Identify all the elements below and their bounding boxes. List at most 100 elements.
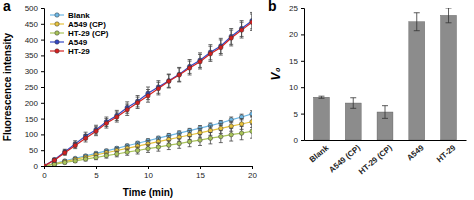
tick-mark: [41, 24, 44, 25]
error-cap: [208, 125, 212, 126]
point: [156, 86, 160, 90]
legend-marker: [55, 22, 59, 26]
tick-mark: [200, 166, 201, 169]
tick-label: 200: [25, 99, 39, 108]
legend-marker: [55, 40, 59, 44]
point: [115, 152, 119, 156]
tick: 200: [25, 99, 44, 108]
error-cap: [104, 128, 108, 129]
error-cap: [115, 156, 119, 157]
y-axis-title: V₀: [269, 67, 283, 80]
tick: 300: [25, 67, 44, 76]
point: [83, 136, 87, 140]
legend-item: HT-29 (CP): [50, 29, 109, 38]
error-bar: [167, 74, 171, 87]
tick-label: 50: [29, 146, 38, 155]
tick-mark: [252, 166, 253, 169]
legend-label: Blank: [68, 11, 90, 20]
error-cap: [250, 116, 252, 117]
error-cap: [198, 145, 202, 146]
y-axis-title: Fluorescence intensity: [2, 32, 13, 141]
tick-label: 5: [294, 110, 299, 119]
error-line: [353, 98, 354, 109]
tick: HT-29 (CP): [357, 140, 394, 176]
error-cap: [84, 132, 88, 133]
error-bar: [115, 151, 119, 157]
error-cap: [177, 68, 181, 69]
error-cap: [177, 138, 181, 139]
error-bar: [208, 133, 212, 144]
tick: 50: [29, 146, 44, 155]
series: [44, 116, 252, 166]
point: [229, 133, 233, 137]
point: [177, 72, 181, 76]
error-cap: [229, 45, 233, 46]
tick: 5: [294, 110, 304, 119]
tick: 500: [25, 4, 44, 13]
point: [135, 101, 139, 105]
legend: BlankA549 (CP)HT-29 (CP)A549HT-29: [50, 11, 109, 56]
panel-label: b: [268, 0, 277, 14]
error-cap: [219, 38, 223, 39]
error-bar: [104, 119, 108, 128]
tick-label: 400: [25, 36, 39, 45]
series-line: [44, 21, 252, 166]
axis-line: [45, 167, 253, 170]
error-bar: [177, 139, 181, 148]
axis-line: [301, 9, 305, 141]
tick-label: 350: [25, 51, 39, 60]
error-cap: [188, 146, 192, 147]
error-cap: [136, 108, 140, 109]
point: [177, 73, 181, 77]
tick-label: HT-29: [435, 143, 458, 164]
error-cap: [156, 151, 160, 152]
tick: 0: [294, 136, 304, 145]
point: [73, 159, 77, 163]
error-bar: [382, 106, 388, 119]
tick: 15: [289, 57, 304, 66]
tick-label: 10: [289, 83, 298, 92]
tick-mark: [41, 103, 44, 104]
point: [94, 129, 98, 133]
point: [44, 164, 46, 166]
point: [229, 118, 233, 122]
legend-item: Blank: [50, 11, 90, 20]
point: [219, 134, 223, 138]
error-cap: [446, 22, 452, 23]
tick-label: 250: [25, 83, 39, 92]
error-cap: [198, 54, 202, 55]
y-axis: 050100150200250300350400450500: [25, 4, 45, 171]
tick-label: 20: [248, 171, 257, 180]
series: [44, 111, 252, 166]
point: [250, 120, 252, 124]
tick-mark: [301, 114, 304, 115]
point: [135, 148, 139, 152]
tick: 100: [25, 130, 44, 139]
point: [125, 108, 129, 112]
legend-marker: [55, 13, 59, 17]
error-bar: [188, 137, 192, 147]
error-bar: [63, 150, 67, 155]
tick-mark: [41, 166, 44, 167]
point: [44, 164, 46, 166]
error-bar: [104, 117, 108, 126]
error-bar: [146, 145, 150, 153]
error-cap: [188, 136, 192, 137]
point: [63, 160, 67, 164]
point: [239, 115, 243, 119]
error-bar: [73, 159, 77, 162]
point: [187, 66, 191, 70]
error-cap: [104, 118, 108, 119]
error-bar: [84, 134, 88, 142]
error-cap: [229, 128, 233, 129]
error-cap: [198, 52, 202, 53]
error-bar: [188, 61, 192, 75]
point: [73, 143, 77, 147]
tick-mark: [41, 150, 44, 151]
error-cap: [208, 46, 212, 47]
legend-item: A549: [50, 38, 88, 47]
bar: [441, 15, 457, 140]
error-bar: [198, 135, 202, 146]
error-cap: [240, 22, 244, 23]
error-cap: [84, 134, 88, 135]
